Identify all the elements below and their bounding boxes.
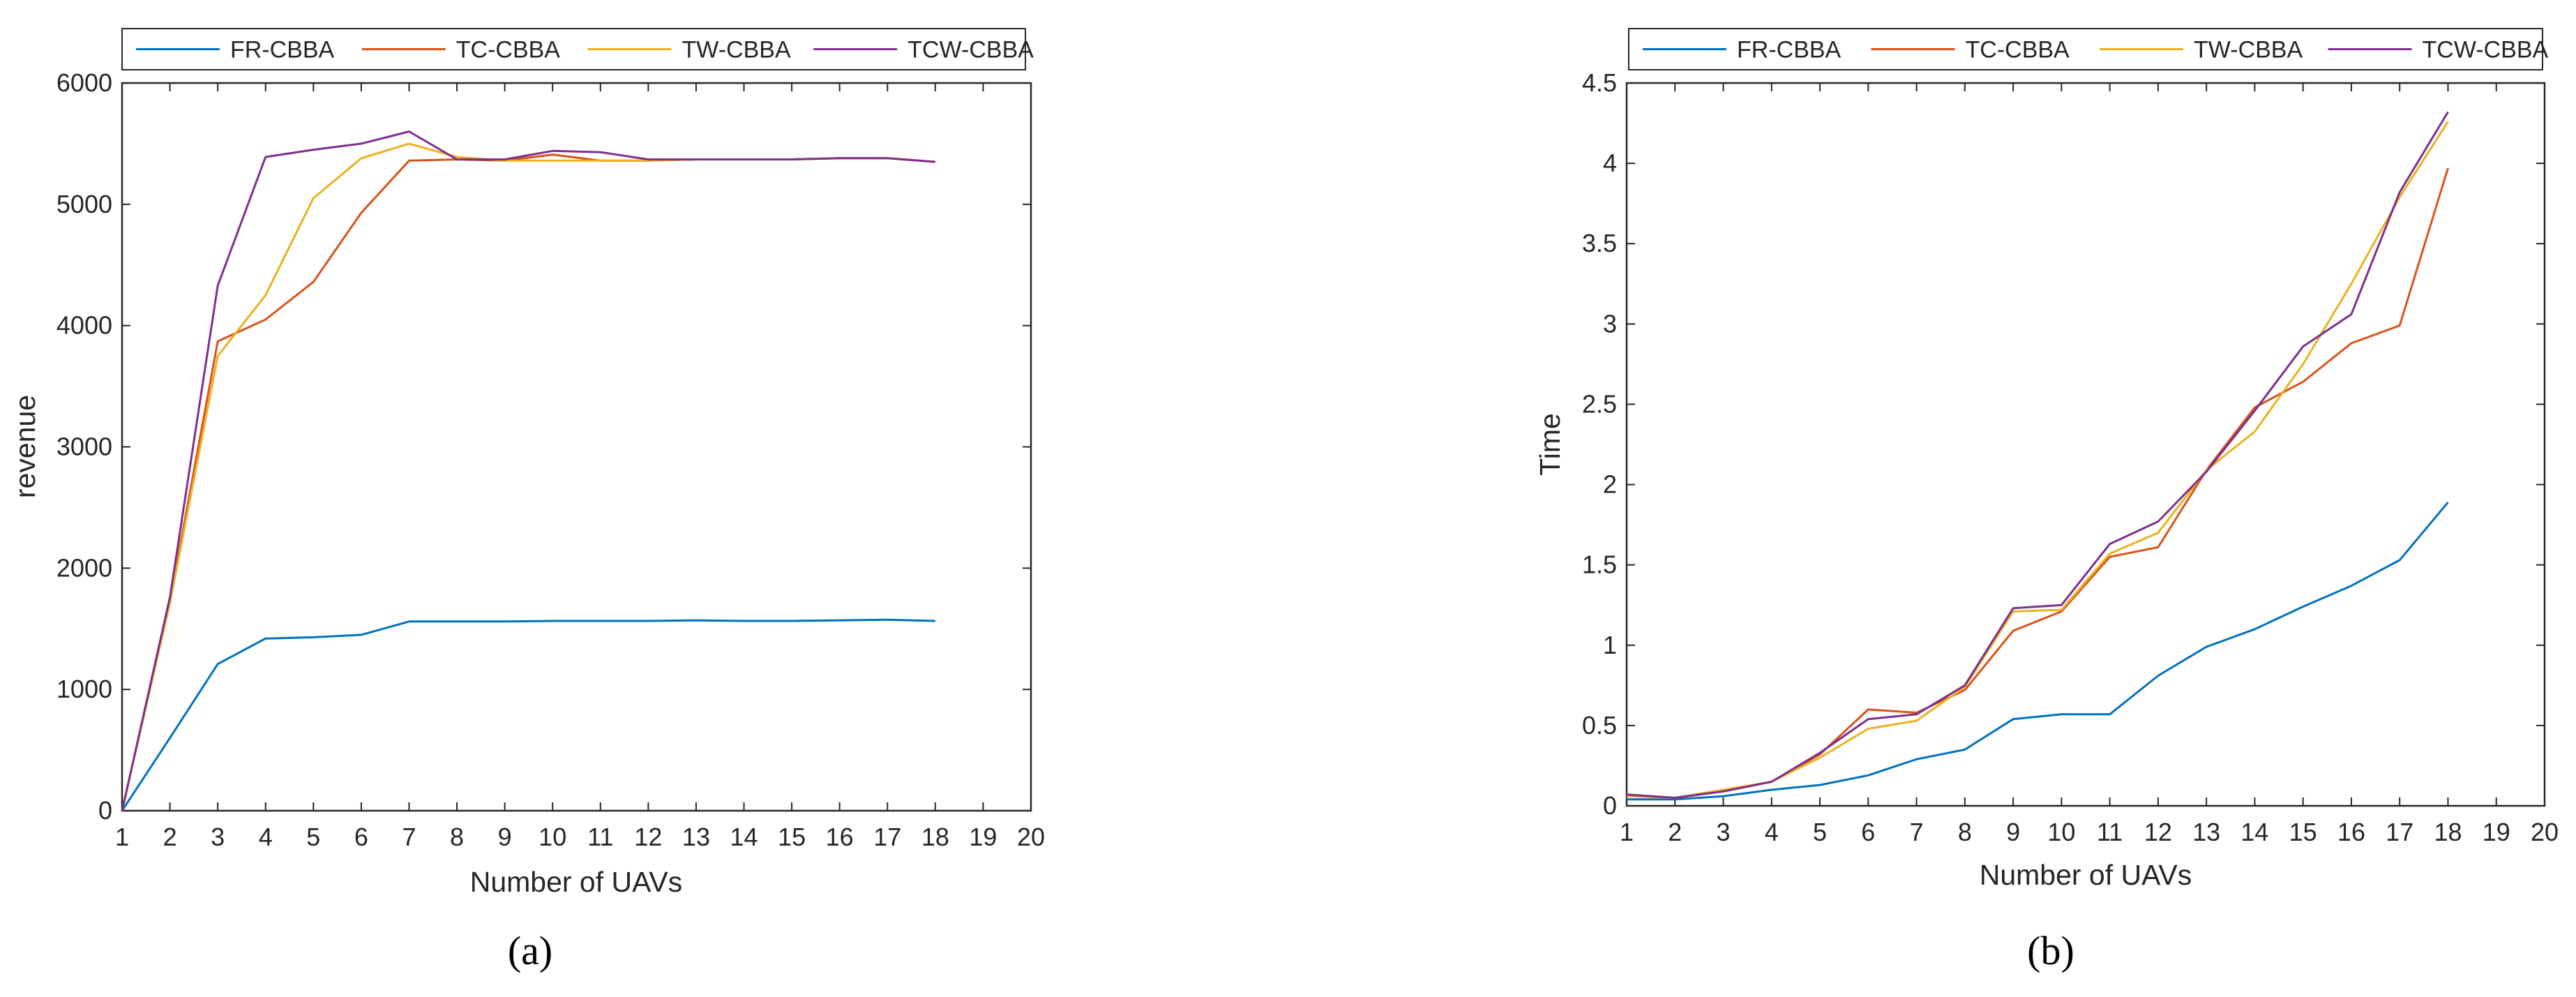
x-tick-label: 19 — [2483, 818, 2510, 846]
x-tick-label: 18 — [2434, 818, 2462, 846]
x-axis-label: Number of UAVs — [1980, 859, 2192, 891]
series-lines — [1626, 111, 2449, 801]
series-line-fr-cbba — [1627, 501, 2449, 801]
x-tick-label: 1 — [1620, 818, 1634, 846]
series-line-tcw-cbba — [121, 130, 935, 811]
legend-label-fr-cbba: FR-CBBA — [230, 37, 335, 63]
x-tick-label: 11 — [2097, 818, 2123, 846]
y-tick-label: 0 — [1603, 791, 1617, 820]
x-tick-label: 4 — [1765, 818, 1779, 846]
legend: FR-CBBA TC-CBBA TW-CBBA TCW-CBBA — [121, 28, 1034, 70]
x-tick-label: 10 — [2047, 818, 2075, 846]
y-tick-label: 2.5 — [1582, 389, 1617, 418]
x-tick-label: 8 — [1958, 818, 1972, 846]
x-axis-label: Number of UAVs — [470, 866, 683, 898]
x-tick-label: 15 — [2289, 818, 2317, 846]
x-tick-label: 2 — [163, 823, 177, 851]
x-tick-label: 17 — [2386, 818, 2413, 846]
x-axis: 1 2 3 4 5 6 7 8 9 10 11 12 13 14 15 16 17 18 19 20 — [1620, 83, 2559, 846]
y-tick-label: 1000 — [57, 675, 112, 703]
x-tick-label: 11 — [587, 823, 613, 851]
y-tick-label: 3000 — [57, 433, 112, 461]
x-tick-label: 8 — [450, 823, 464, 851]
x-tick-label: 20 — [1017, 823, 1045, 851]
x-tick-label: 3 — [211, 823, 225, 851]
y-tick-label: 2000 — [57, 553, 112, 582]
legend-label-tc-cbba: TC-CBBA — [456, 37, 561, 63]
y-axis-label: revenue — [9, 395, 41, 498]
x-tick-label: 14 — [2240, 818, 2268, 846]
x-tick-label: 16 — [826, 823, 854, 851]
x-tick-label: 19 — [969, 823, 997, 851]
series-lines — [121, 130, 935, 811]
y-axis-label: Time — [1534, 413, 1566, 476]
x-tick-label: 20 — [2531, 818, 2559, 846]
y-tick-label: 6000 — [57, 68, 112, 97]
y-tick-label: 4 — [1603, 149, 1617, 177]
x-tick-label: 9 — [498, 823, 512, 851]
y-axis: 0 0.5 1 1.5 2 2.5 3 3.5 4 4.5 — [1582, 68, 2545, 820]
x-tick-label: 14 — [730, 823, 758, 851]
legend-label-tw-cbba: TW-CBBA — [682, 37, 791, 63]
x-tick-label: 1 — [115, 823, 129, 851]
x-tick-label: 13 — [682, 823, 710, 851]
legend-label-tcw-cbba: TCW-CBBA — [907, 37, 1034, 63]
x-tick-label: 12 — [634, 823, 662, 851]
x-tick-label: 6 — [354, 823, 368, 851]
x-tick-label: 15 — [778, 823, 806, 851]
y-tick-label: 3.5 — [1582, 229, 1617, 257]
y-tick-label: 4.5 — [1582, 68, 1617, 97]
x-tick-label: 3 — [1717, 818, 1731, 846]
subfigure-caption: (a) — [508, 928, 552, 973]
legend-label-fr-cbba: FR-CBBA — [1737, 37, 1841, 63]
legend-label-tw-cbba: TW-CBBA — [2194, 37, 2303, 63]
x-tick-label: 16 — [2337, 818, 2365, 846]
y-axis: 0 1000 2000 3000 4000 5000 6000 — [57, 68, 1031, 825]
x-tick-label: 5 — [1813, 818, 1827, 846]
legend-box — [1628, 28, 2543, 70]
x-tick-label: 7 — [402, 823, 416, 851]
y-tick-label: 5000 — [57, 190, 112, 218]
y-tick-label: 3 — [1603, 309, 1617, 338]
y-tick-label: 1 — [1603, 631, 1617, 659]
time-chart: 00.511.522.533.544.5 1 2 3 4 5 6 7 8 9 10 11 12 13 14… — [1534, 28, 2559, 973]
legend-label-tcw-cbba: TCW-CBBA — [2423, 37, 2549, 63]
plot-area — [121, 82, 1032, 812]
legend-label-tc-cbba: TC-CBBA — [1966, 37, 2070, 63]
x-tick-label: 2 — [1668, 818, 1682, 846]
x-tick-label: 17 — [873, 823, 901, 851]
x-tick-label: 7 — [1910, 818, 1924, 846]
y-tick-label: 0 — [98, 796, 112, 825]
x-tick-label: 10 — [538, 823, 566, 851]
x-tick-label: 5 — [306, 823, 320, 851]
x-tick-label: 18 — [921, 823, 949, 851]
x-tick-label: 6 — [1861, 818, 1875, 846]
plot-area — [1625, 82, 2546, 807]
y-tick-label: 2 — [1603, 470, 1617, 499]
y-tick-label: 0.5 — [1582, 711, 1617, 740]
y-tick-label: 4000 — [57, 311, 112, 340]
x-tick-label: 4 — [259, 823, 273, 851]
y-tick-label: 1.5 — [1582, 550, 1617, 579]
x-axis: 1 2 3 4 5 6 7 8 9 10 11 12 13 14 15 16 17 18 19 20 — [115, 83, 1045, 851]
series-line-fr-cbba — [121, 618, 935, 811]
x-tick-label: 13 — [2192, 818, 2220, 846]
series-line-tcw-cbba — [1626, 111, 2449, 799]
x-tick-label: 12 — [2144, 818, 2172, 846]
x-tick-label: 9 — [2006, 818, 2020, 846]
subfigure-caption: (b) — [2027, 928, 2074, 973]
legend: FR-CBBA TC-CBBA TW-CBBA TCW-CBBA — [1628, 28, 2549, 70]
